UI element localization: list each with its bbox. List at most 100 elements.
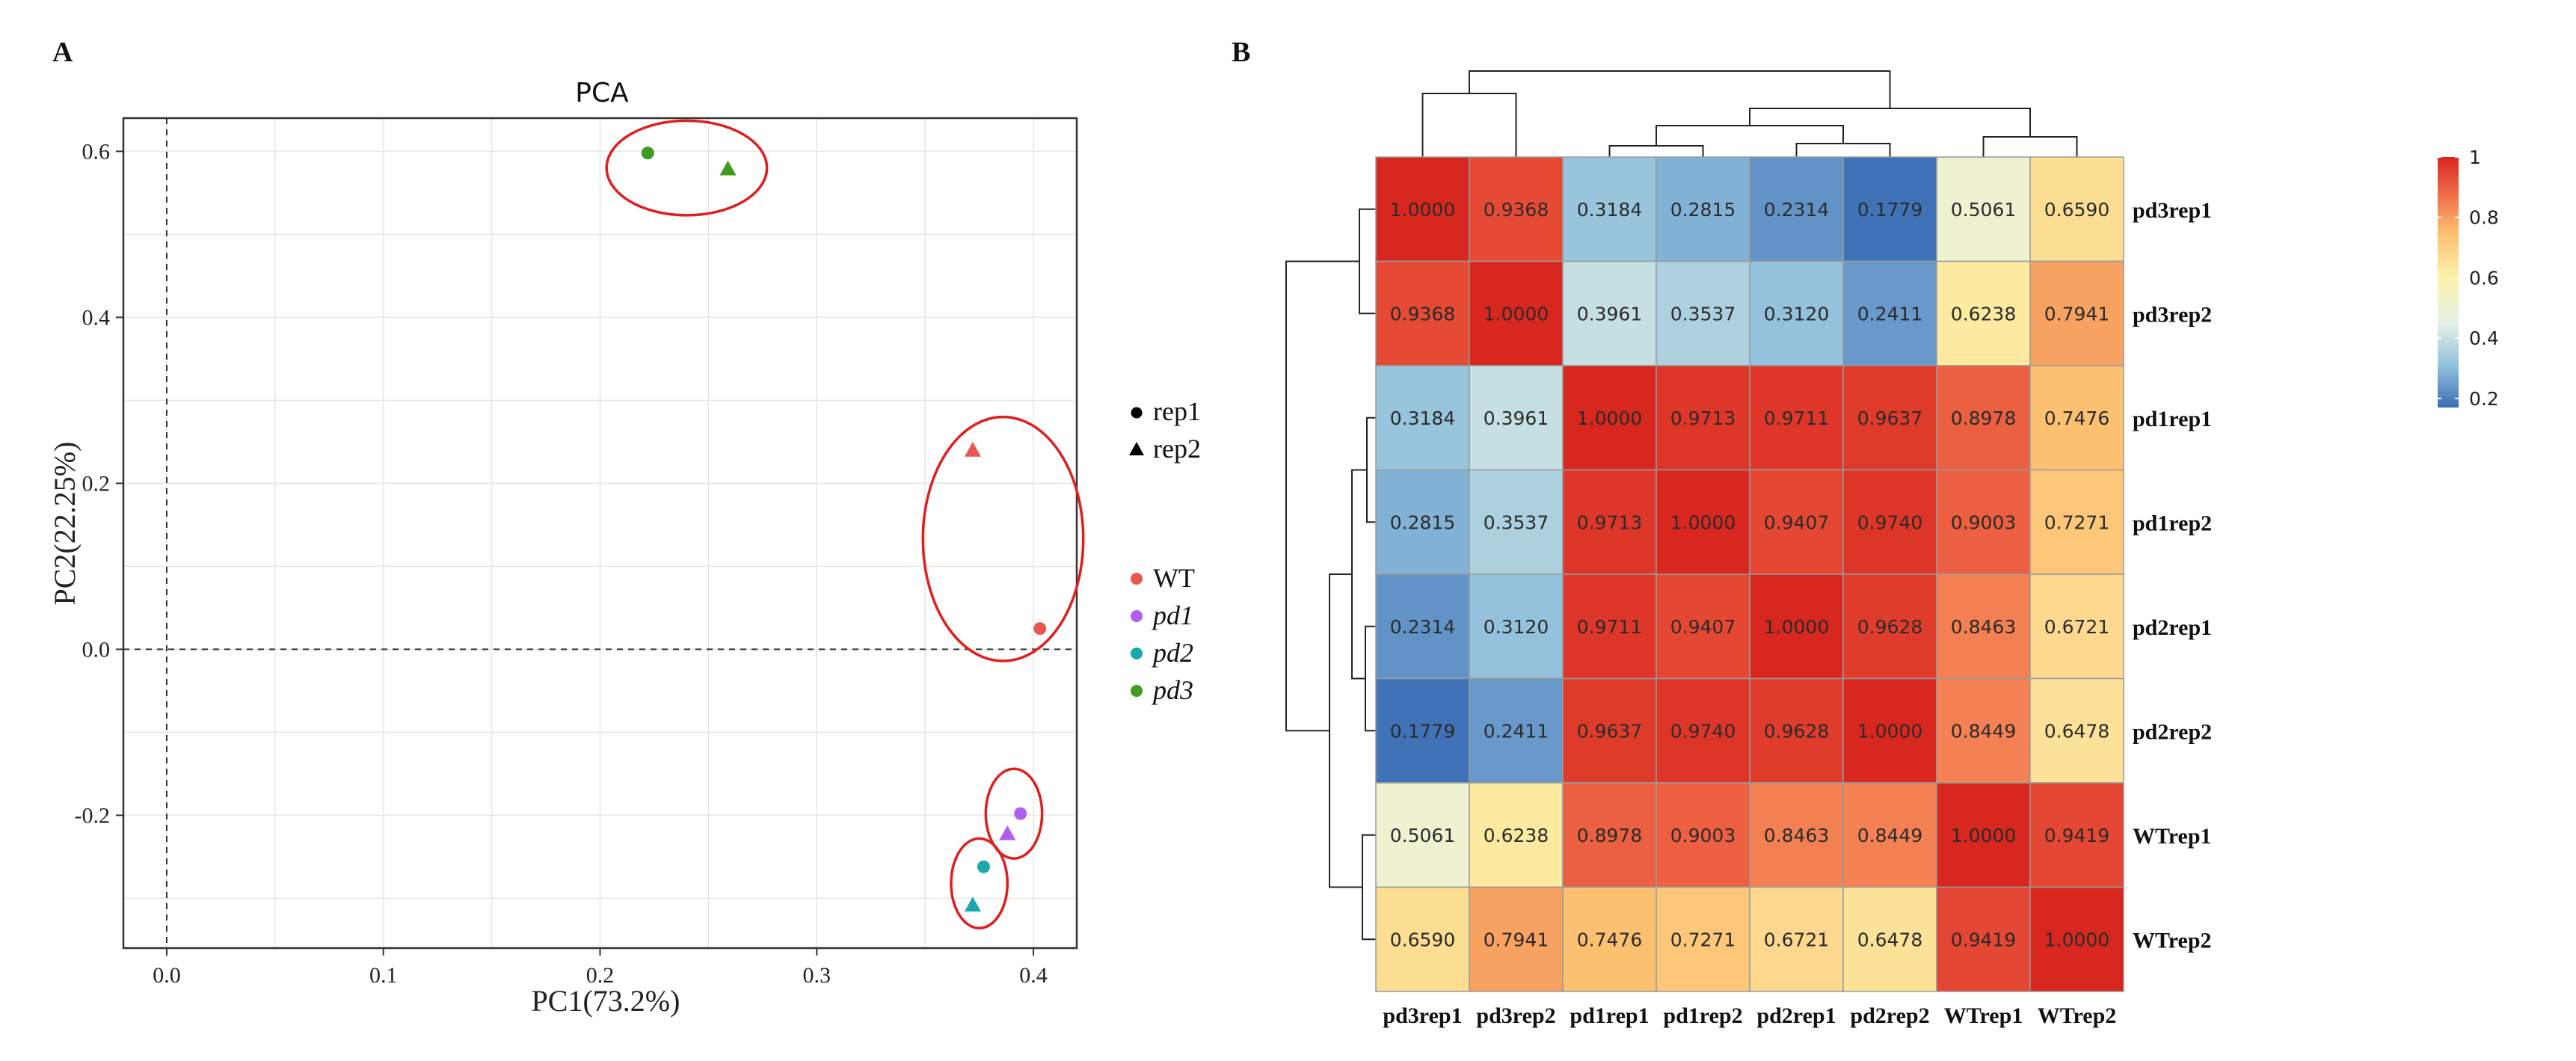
row-dendrogram-branch bbox=[1365, 625, 1376, 732]
legend-group-label: WT bbox=[1153, 563, 1195, 593]
heatmap-cell-value: 1.0000 bbox=[1857, 720, 1922, 742]
heatmap-cell-value: 0.9419 bbox=[2044, 825, 2109, 846]
legend-shape-label: rep2 bbox=[1153, 434, 1201, 464]
column-dendrogram-branch bbox=[1608, 145, 1704, 157]
legend-group-label: pd3 bbox=[1151, 675, 1193, 705]
heatmap-cell-value: 1.0000 bbox=[1670, 511, 1736, 533]
heatmap-cell bbox=[1936, 156, 2031, 262]
legend-group-label: pd2 bbox=[1151, 638, 1193, 668]
heatmap-cell-value: 0.6721 bbox=[2044, 616, 2109, 638]
pca-xtick-label: 0.4 bbox=[1019, 963, 1048, 988]
heatmap-cell-value: 0.8449 bbox=[1857, 825, 1922, 846]
pca-grid bbox=[123, 118, 1077, 948]
heatmap-cell-value: 0.2411 bbox=[1484, 720, 1549, 742]
heatmap-cell bbox=[1469, 469, 1564, 575]
heatmap-cell-value: 0.9628 bbox=[1764, 720, 1829, 742]
pca-ytick-label: 0.4 bbox=[82, 305, 111, 330]
legend-pd1-dot-icon bbox=[1131, 610, 1143, 622]
pca-point-WT-rep2 bbox=[964, 442, 981, 457]
heatmap-row-label: pd2rep1 bbox=[2133, 615, 2212, 640]
pca-xlabel: PC1(73.2%) bbox=[532, 984, 680, 1018]
heatmap-cell bbox=[1562, 886, 1657, 992]
pca-ytick-label: 0.2 bbox=[82, 471, 111, 496]
pca-cluster-ellipse bbox=[921, 415, 1085, 662]
colorbar: 1 0.8 0.6 0.4 0.2 bbox=[2438, 147, 2499, 410]
pca-xtick-label: 0.1 bbox=[369, 963, 398, 988]
heatmap-cell-value: 0.7271 bbox=[2044, 511, 2109, 533]
heatmap-cell-value: 0.9407 bbox=[1670, 616, 1736, 638]
heatmap-cell-value: 0.3961 bbox=[1484, 408, 1549, 429]
heatmap-cell bbox=[1749, 469, 1844, 575]
heatmap-cell bbox=[1656, 782, 1750, 888]
legend-pd2-dot-icon bbox=[1131, 648, 1143, 659]
heatmap-cell-value: 0.6238 bbox=[1484, 825, 1549, 846]
heatmap-cell bbox=[1375, 469, 1470, 575]
heatmap-cell bbox=[1936, 677, 2031, 784]
heatmap-cell bbox=[1656, 677, 1750, 784]
colorbar-tick-label: 0.2 bbox=[2469, 388, 2499, 410]
heatmap-cell-value: 0.7476 bbox=[2044, 408, 2109, 429]
pca-cluster-ellipse bbox=[605, 119, 769, 217]
pca-points bbox=[641, 147, 1047, 912]
pca-point-pd3-rep2 bbox=[719, 160, 737, 176]
heatmap-cell-value: 0.9003 bbox=[1951, 511, 2016, 533]
pca-point-pd1-rep1 bbox=[1014, 807, 1027, 820]
heatmap-col-labels: pd3rep1 pd3rep2 pd1rep1 pd1rep2 pd2rep1 pd2re… bbox=[1383, 1003, 2116, 1028]
heatmap-cell bbox=[1749, 260, 1844, 366]
heatmap-cell bbox=[1375, 886, 1470, 992]
heatmap-row-label: pd1rep1 bbox=[2133, 407, 2212, 431]
heatmap-cell-value: 0.9711 bbox=[1764, 408, 1829, 429]
legend-circle-icon bbox=[1131, 407, 1143, 419]
heatmap-cell bbox=[1842, 782, 1937, 888]
heatmap-cell-value: 0.7941 bbox=[2044, 303, 2109, 325]
legend-group-label: pd1 bbox=[1151, 600, 1193, 630]
column-dendrogram-branch bbox=[1749, 108, 2031, 137]
pca-cluster-ellipse bbox=[984, 767, 1044, 860]
heatmap-cell bbox=[1749, 156, 1844, 262]
heatmap-cell bbox=[1842, 260, 1937, 366]
heatmap-cell-value: 1.0000 bbox=[1577, 408, 1642, 429]
pca-xtick-label: 0.3 bbox=[803, 963, 831, 988]
heatmap-cell bbox=[2029, 677, 2124, 784]
heatmap-cell-value: 0.8449 bbox=[1951, 720, 2016, 742]
heatmap-cell-value: 0.8978 bbox=[1951, 408, 2016, 429]
heatmap-cell-value: 0.9407 bbox=[1764, 511, 1829, 533]
heatmap-cell-value: 1.0000 bbox=[1764, 616, 1829, 638]
heatmap-cell bbox=[1469, 365, 1564, 471]
heatmap-cell-value: 0.3184 bbox=[1390, 408, 1455, 429]
heatmap-col-label: pd2rep1 bbox=[1756, 1003, 1836, 1028]
heatmap-cell bbox=[2029, 782, 2124, 888]
heatmap-cell bbox=[2029, 886, 2124, 992]
panel-label-b: B bbox=[1232, 37, 1250, 68]
pca-point-WT-rep1 bbox=[1033, 622, 1047, 636]
heatmap-cell-value: 0.8463 bbox=[1764, 825, 1829, 846]
row-dendrogram-branch bbox=[1359, 208, 1376, 315]
heatmap-cell-value: 0.9637 bbox=[1857, 408, 1922, 429]
heatmap-cell-value: 0.5061 bbox=[1390, 825, 1455, 846]
heatmap-cell-value: 0.9368 bbox=[1484, 199, 1549, 221]
heatmap-cell-value: 0.6478 bbox=[1857, 929, 1922, 950]
pca-ylabel: PC2(22.25%) bbox=[48, 442, 82, 606]
heatmap-row-label: pd1rep2 bbox=[2133, 511, 2212, 535]
column-dendrogram bbox=[1421, 70, 2078, 157]
heatmap-cell bbox=[1749, 782, 1844, 888]
heatmap-cells: 1.0000 0.9368 0.3184 0.2815 0.2314 0.1779 0.50… bbox=[1375, 156, 2124, 992]
heatmap-cell bbox=[1842, 573, 1937, 680]
heatmap-chart: B 1.0000 0.9368 0.3184 0.2815 0.2314 0.1779 0.… bbox=[1232, 37, 2499, 1028]
pca-panel: A PCA 0.0 0.1 0.2 0.3 0.4 -0.2 0.0 0.2 0.4 0.6 PC… bbox=[0, 0, 1241, 1057]
heatmap-cell-value: 0.9368 bbox=[1390, 303, 1455, 325]
heatmap-cell-value: 0.7941 bbox=[1484, 929, 1549, 950]
heatmap-col-label: pd1rep1 bbox=[1570, 1003, 1649, 1028]
heatmap-cell-value: 0.2314 bbox=[1764, 199, 1829, 221]
heatmap-cell-value: 0.9740 bbox=[1670, 720, 1736, 742]
heatmap-cell bbox=[1842, 156, 1937, 262]
pca-xtick-label: 0.0 bbox=[153, 963, 181, 988]
heatmap-cell bbox=[1936, 469, 2031, 575]
heatmap-cell bbox=[1562, 573, 1657, 680]
column-dendrogram-branch bbox=[1982, 136, 2078, 157]
row-dendrogram-branch bbox=[1329, 573, 1362, 888]
heatmap-cell-value: 0.1779 bbox=[1857, 199, 1922, 221]
heatmap-cell bbox=[2029, 573, 2124, 680]
heatmap-cell-value: 0.1779 bbox=[1390, 720, 1455, 742]
heatmap-cell-value: 0.2411 bbox=[1857, 303, 1922, 325]
